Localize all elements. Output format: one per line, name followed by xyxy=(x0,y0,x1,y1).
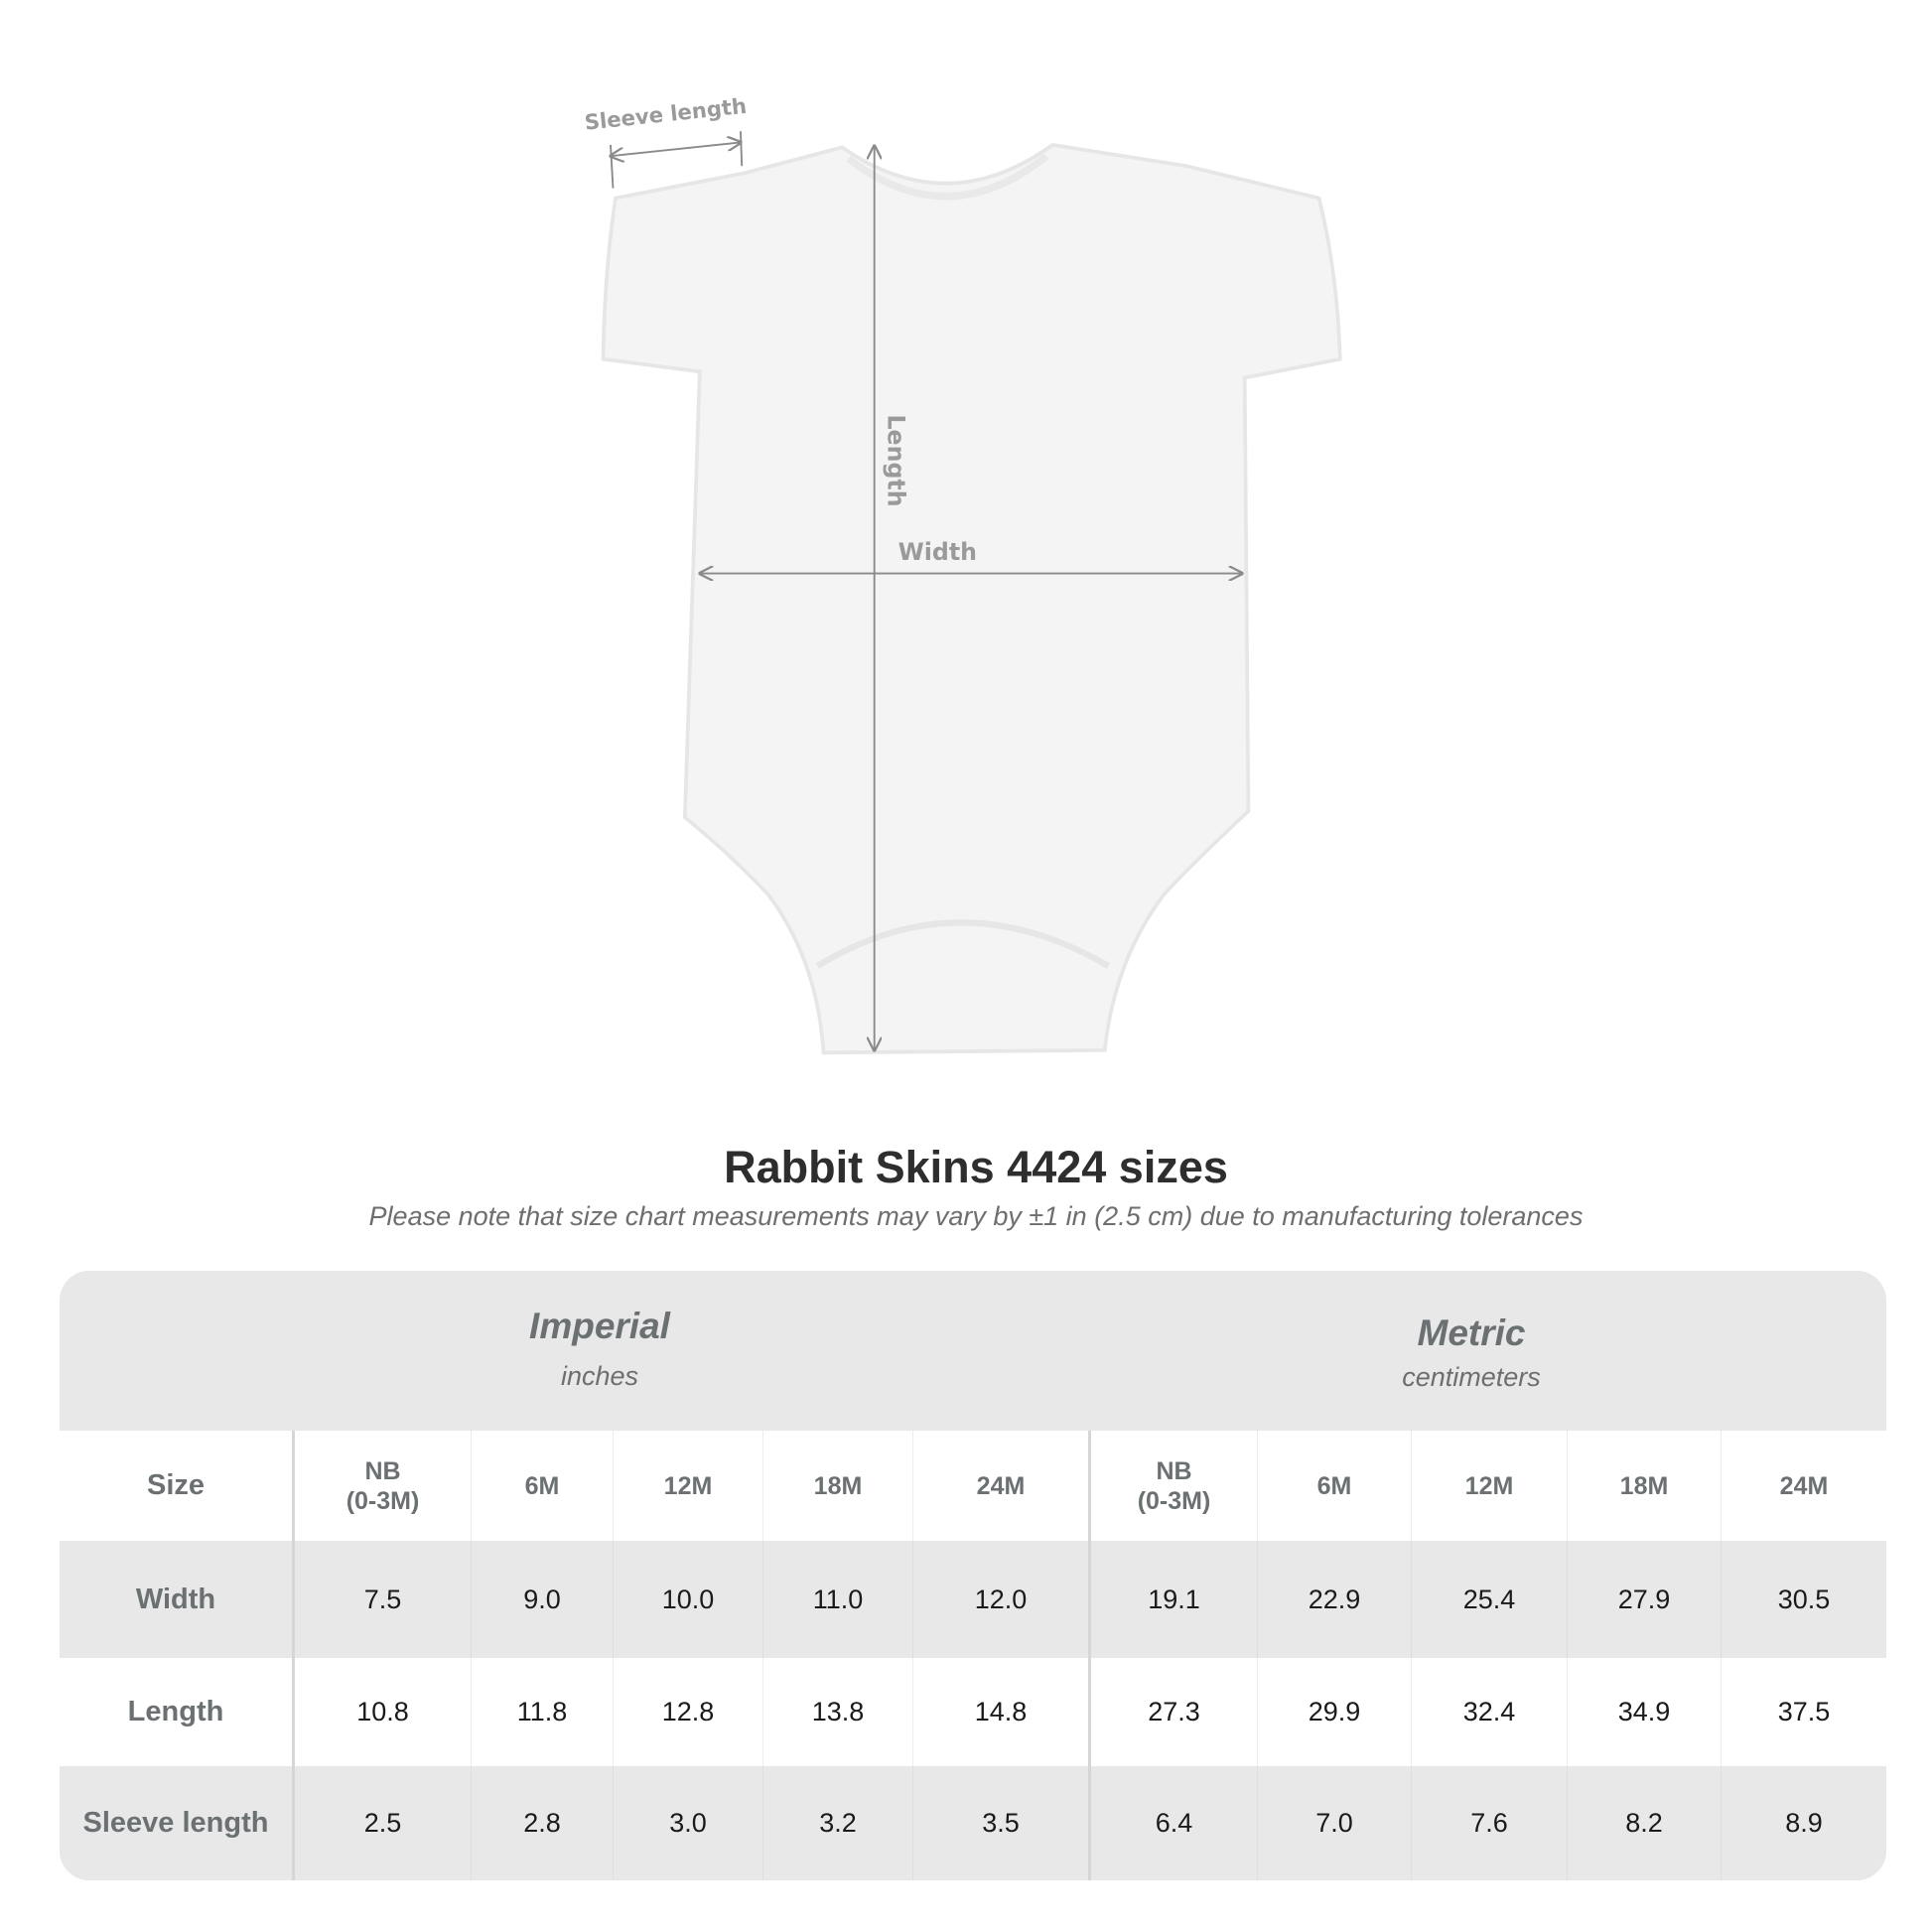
chart-subtitle: Please note that size chart measurements… xyxy=(368,1201,1584,1231)
imperial-value: 7.5 xyxy=(292,1541,471,1658)
table-row: Sleeve length 2.5 2.8 3.0 3.2 3.5 6.4 7.0 7.6 8.2… xyxy=(60,1766,1886,1880)
metric-header: Metric centimeters xyxy=(1173,1312,1769,1393)
metric-unit: centimeters xyxy=(1402,1362,1541,1392)
metric-value: 27.3 xyxy=(1088,1658,1257,1766)
imperial-value: 9.0 xyxy=(471,1541,613,1658)
size-header: 18M xyxy=(1567,1431,1721,1541)
metric-value: 27.9 xyxy=(1567,1541,1721,1658)
metric-value: 29.9 xyxy=(1257,1658,1411,1766)
metric-value: 37.5 xyxy=(1721,1658,1886,1766)
chart-title: Rabbit Skins 4424 sizes xyxy=(724,1142,1228,1192)
imperial-value: 2.8 xyxy=(471,1766,613,1880)
row-label: Width xyxy=(135,1583,216,1615)
imperial-value: 12.8 xyxy=(613,1658,762,1766)
metric-value: 30.5 xyxy=(1721,1541,1886,1658)
imperial-value: 14.8 xyxy=(912,1658,1088,1766)
table-row: Width 7.5 9.0 10.0 11.0 12.0 19.1 22.9 25.4 27.9 3… xyxy=(60,1541,1886,1658)
metric-title: Metric xyxy=(1417,1312,1526,1353)
length-label: Length xyxy=(882,414,909,506)
sleeve-length-label: Sleeve length xyxy=(584,93,749,135)
size-header: 12M xyxy=(1411,1431,1567,1541)
metric-value: 19.1 xyxy=(1088,1541,1257,1658)
size-label: Size xyxy=(146,1469,206,1501)
row-label: Length xyxy=(127,1696,224,1727)
onesie-garment xyxy=(601,142,1342,1055)
imperial-title: Imperial xyxy=(529,1306,670,1346)
table-row: Length 10.8 11.8 12.8 13.8 14.8 27.3 29.9 32.4 34… xyxy=(60,1658,1886,1766)
size-header-row: Size NB (0-3M) 6M 12M 18M 24M NB (0-3M) 6M 12M 18… xyxy=(60,1431,1886,1541)
size-header: 24M xyxy=(912,1431,1088,1541)
row-label: Sleeve length xyxy=(82,1807,269,1839)
metric-value: 7.0 xyxy=(1257,1766,1411,1880)
imperial-unit: inches xyxy=(560,1361,639,1391)
imperial-value: 11.0 xyxy=(762,1541,912,1658)
imperial-value: 13.8 xyxy=(762,1658,912,1766)
metric-value: 8.9 xyxy=(1721,1766,1886,1880)
imperial-value: 3.2 xyxy=(762,1766,912,1880)
size-header: 12M xyxy=(613,1431,762,1541)
metric-value: 8.2 xyxy=(1567,1766,1721,1880)
sleeve-arrow xyxy=(611,142,741,156)
size-header: 6M xyxy=(471,1431,613,1541)
imperial-header: Imperial inches xyxy=(302,1306,897,1392)
metric-value: 25.4 xyxy=(1411,1541,1567,1658)
system-header: Imperial inches Metric centimeters xyxy=(60,1271,1886,1431)
imperial-value: 12.0 xyxy=(912,1541,1088,1658)
size-header: NB (0-3M) xyxy=(292,1431,471,1541)
imperial-value: 3.5 xyxy=(912,1766,1088,1880)
size-header: 18M xyxy=(762,1431,912,1541)
size-header: NB (0-3M) xyxy=(1088,1431,1257,1541)
imperial-value: 10.8 xyxy=(292,1658,471,1766)
imperial-value: 10.0 xyxy=(613,1541,762,1658)
metric-value: 32.4 xyxy=(1411,1658,1567,1766)
metric-value: 6.4 xyxy=(1088,1766,1257,1880)
size-header: 6M xyxy=(1257,1431,1411,1541)
metric-value: 22.9 xyxy=(1257,1541,1411,1658)
imperial-value: 11.8 xyxy=(471,1658,613,1766)
metric-value: 34.9 xyxy=(1567,1658,1721,1766)
imperial-value: 2.5 xyxy=(292,1766,471,1880)
size-table: Imperial inches Metric centimeters Size N… xyxy=(60,1271,1886,1880)
imperial-value: 3.0 xyxy=(613,1766,762,1880)
size-header: 24M xyxy=(1721,1431,1886,1541)
width-label: Width xyxy=(898,538,977,566)
metric-value: 7.6 xyxy=(1411,1766,1567,1880)
